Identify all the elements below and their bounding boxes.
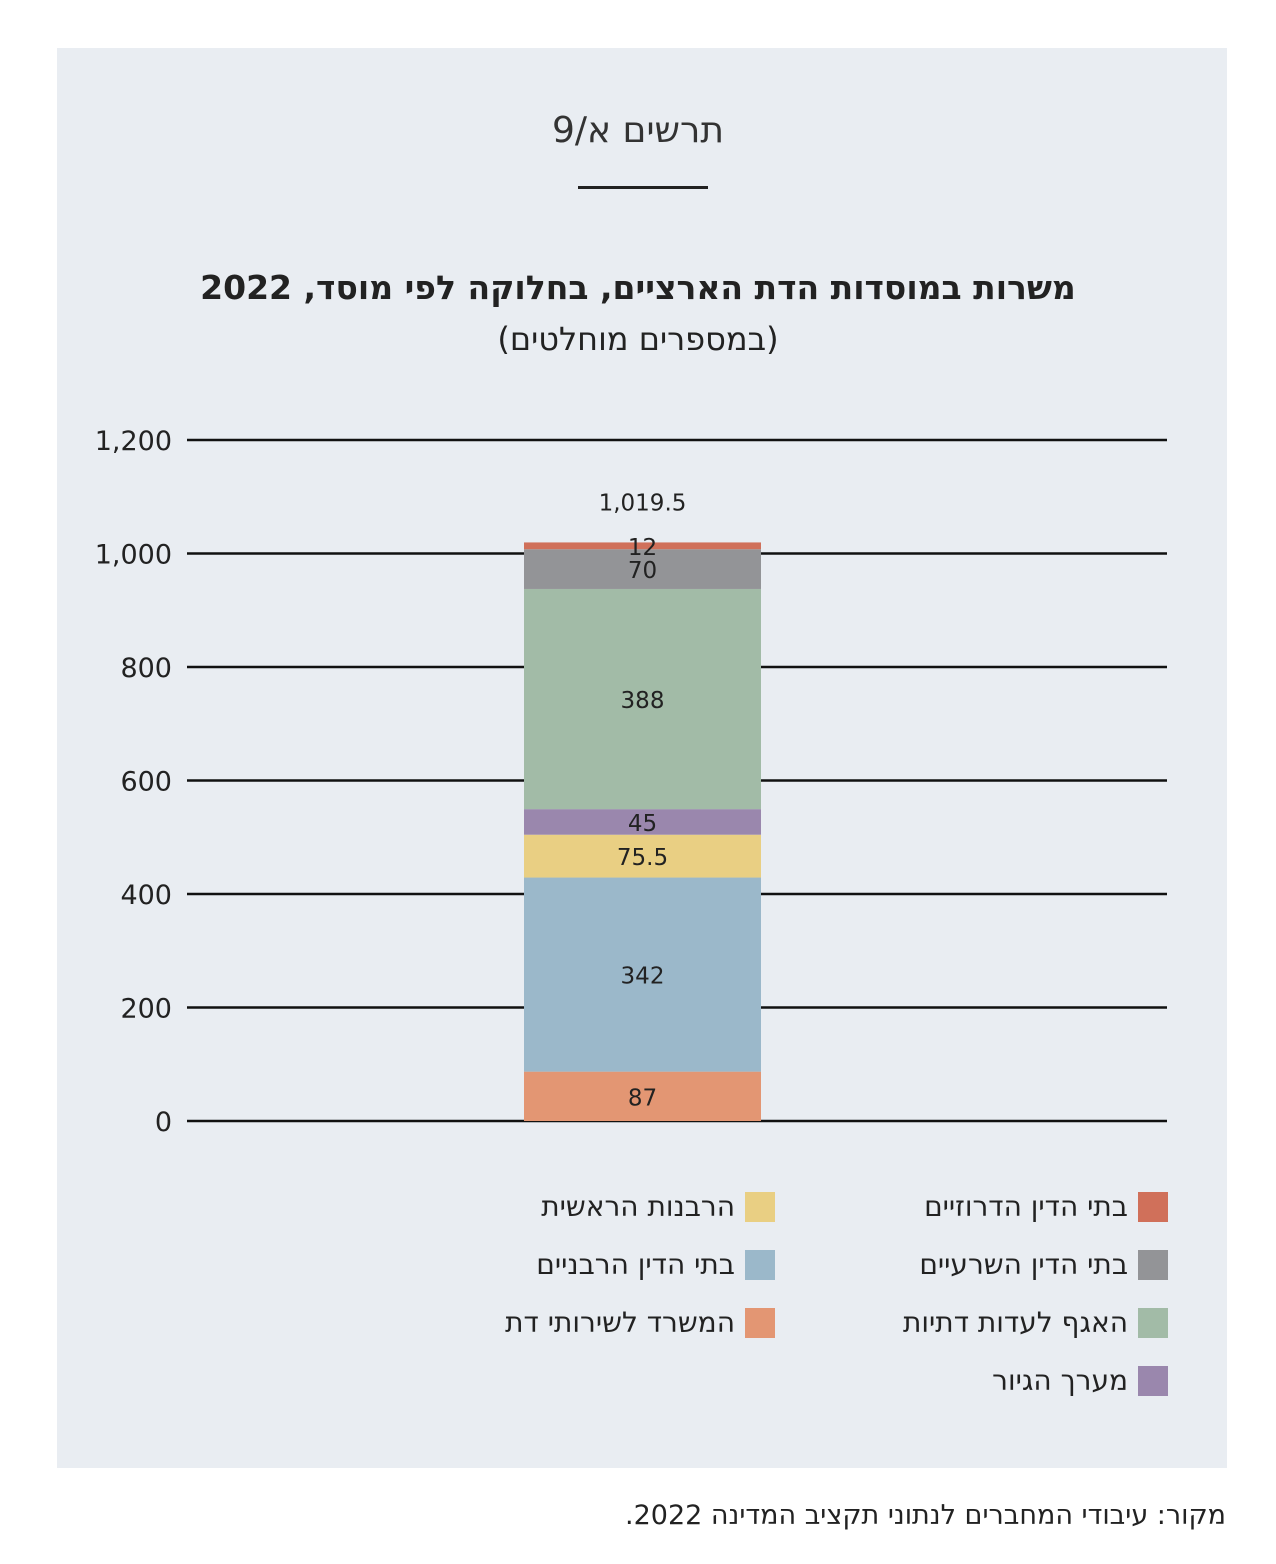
legend-item: בתי הדין הדרוזיים [924,1190,1168,1223]
legend-item: בתי הדין הרבניים [536,1248,775,1281]
y-tick-label: 1,000 [95,540,172,571]
data-label: 87 [628,1085,657,1111]
bar-segment [524,809,761,835]
legend-label: המשרד לשירותי דת [505,1306,735,1339]
legend-item: מערך הגיור [992,1364,1168,1397]
y-tick-label: 1,200 [95,426,172,457]
bar-segment [524,877,761,1072]
legend-label: בתי הדין השרעיים [919,1248,1128,1281]
stacked-bar-chart: 02004006008001,0001,2008734275.545388701… [95,426,1167,1138]
y-tick-label: 0 [155,1107,172,1138]
y-tick-label: 400 [120,880,172,911]
y-tick-label: 200 [120,994,172,1025]
data-label: 12 [628,535,657,561]
chart-title: משרות במוסדות הדת הארציים, בחלוקה לפי מו… [200,268,1076,307]
legend-swatch [1138,1365,1168,1396]
data-label: 45 [628,811,657,837]
legend-swatch [1138,1249,1168,1280]
legend-item: הרבנות הראשית [541,1190,775,1223]
y-tick-label: 600 [120,767,172,798]
legend-label: בתי הדין הרבניים [536,1248,735,1281]
source-note: מקור: עיבודי המחברים לנתוני תקציב המדינה… [625,1500,1226,1531]
data-label: 75.5 [617,845,668,871]
legend-item: האגף לעדות דתיות [903,1306,1168,1339]
legend-swatch [745,1191,775,1222]
bar-segment [524,1071,761,1121]
bar-segment [524,588,761,810]
legend-label: האגף לעדות דתיות [903,1306,1128,1339]
total-label: 1,019.5 [599,490,687,516]
data-label: 388 [621,688,665,714]
legend-label: הרבנות הראשית [541,1190,735,1223]
legend-item: בתי הדין השרעיים [919,1248,1168,1281]
bar-segment [524,834,761,878]
figure-label-underline [578,186,708,189]
legend-swatch [1138,1191,1168,1222]
y-tick-label: 800 [120,653,172,684]
chart-subtitle: (במספרים מוחלטים) [497,320,779,358]
legend-label: מערך הגיור [992,1364,1128,1397]
legend-swatch [745,1307,775,1338]
data-label: 342 [621,964,665,990]
data-label: 70 [628,558,657,584]
legend-label: בתי הדין הדרוזיים [924,1190,1128,1223]
bar-segment [524,549,761,589]
legend-swatch [1138,1307,1168,1338]
figure-label: תרשים א/9 [552,110,724,151]
bar-segment [524,542,761,550]
legend-swatch [745,1249,775,1280]
legend-item: המשרד לשירותי דת [505,1306,775,1339]
